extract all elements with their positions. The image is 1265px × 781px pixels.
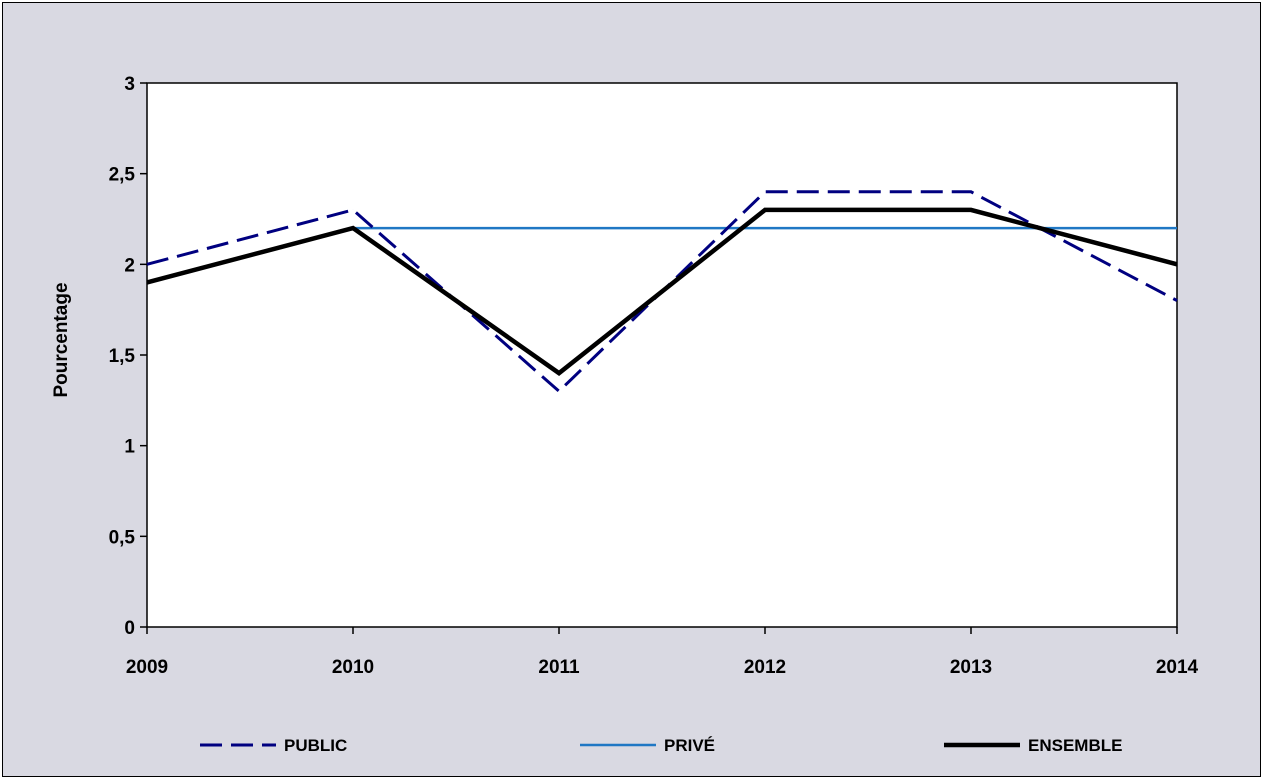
x-tick-label: 2012: [744, 657, 786, 678]
y-tick-label: 2: [124, 255, 135, 276]
y-tick-label: 1: [124, 437, 135, 458]
x-tick-label: 2013: [950, 657, 992, 678]
y-tick-label: 2,5: [109, 165, 136, 186]
y-tick-label: 0,5: [109, 527, 136, 548]
y-axis-title: Pourcentage: [51, 282, 72, 397]
legend-label: PRIVÉ: [664, 736, 715, 755]
plot-area: [146, 82, 1178, 628]
legend-label: PUBLIC: [284, 736, 347, 755]
x-tick-label: 2009: [126, 657, 168, 678]
y-axis: 0 0,5 1 1,5 2 2,5 3: [109, 74, 147, 639]
x-axis: 2009 2010 2011 2012 2013 2014: [126, 627, 1199, 678]
series-layer: [146, 190, 1178, 394]
y-tick-label: 1,5: [109, 346, 136, 367]
y-tick-label: 0: [124, 618, 135, 639]
legend: PUBLIC PRIVÉ ENSEMBLE: [200, 736, 1122, 755]
y-tick-label: 3: [124, 74, 135, 95]
x-tick-label: 2014: [1156, 657, 1199, 678]
legend-label: ENSEMBLE: [1028, 736, 1122, 755]
series-line-ensemble: [146, 207, 1178, 376]
x-tick-label: 2010: [332, 657, 374, 678]
x-tick-label: 2011: [538, 657, 580, 678]
